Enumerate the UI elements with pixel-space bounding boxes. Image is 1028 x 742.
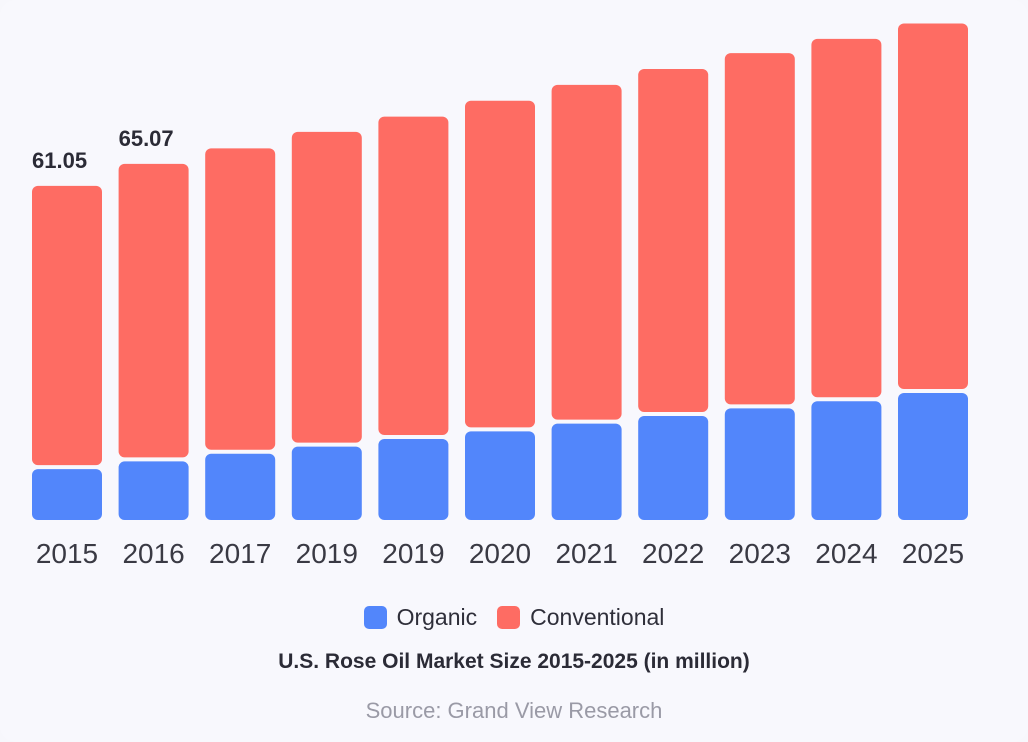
x-tick-label-2017: 2017 [209, 538, 271, 569]
x-tick-label-2025: 2025 [902, 538, 964, 569]
x-tick-label-2020: 2020 [469, 538, 531, 569]
bar-organic-2023 [724, 408, 795, 520]
legend-item-organic[interactable]: Organic [363, 604, 478, 631]
data-label-2016: 65.07 [119, 126, 174, 151]
legend-item-conventional[interactable]: Conventional [497, 604, 664, 631]
bar-organic-2019 [291, 446, 362, 520]
bar-organic-2025 [898, 393, 968, 520]
bar-organic-2016 [118, 461, 189, 520]
bar-organic-2017 [205, 453, 276, 520]
bar-conventional-2023 [724, 53, 795, 405]
bar-conventional-2025 [898, 23, 968, 390]
bar-conventional-2024 [811, 38, 882, 398]
bar-organic-2022 [638, 416, 709, 520]
legend-label-organic: Organic [396, 604, 478, 630]
legend-swatch-conventional [497, 606, 521, 629]
bar-conventional-2022 [638, 68, 709, 413]
bar-organic-2015 [32, 469, 102, 520]
bar-conventional-2020 [465, 100, 535, 428]
x-tick-label-2021: 2021 [555, 538, 617, 569]
legend: Organic Conventional [0, 604, 1028, 631]
x-tick-label-2024: 2024 [815, 538, 877, 569]
x-tick-label-2022: 2022 [642, 538, 704, 569]
bar-organic-2019 [378, 438, 449, 520]
x-tick-label-2019: 2019 [296, 538, 358, 569]
bar-conventional-2017 [205, 148, 276, 450]
bar-organic-2020 [465, 431, 535, 520]
bar-organic-2021 [551, 423, 622, 520]
bar-conventional-2019 [291, 131, 362, 443]
x-tick-label-2019: 2019 [382, 538, 444, 569]
x-tick-label-2023: 2023 [729, 538, 791, 569]
bar-conventional-2015 [32, 185, 102, 466]
x-tick-label-2015: 2015 [36, 538, 98, 569]
data-label-2015: 61.05 [32, 148, 87, 173]
legend-swatch-organic [363, 606, 387, 629]
bar-conventional-2019 [378, 116, 449, 435]
chart-title: U.S. Rose Oil Market Size 2015-2025 (in … [278, 650, 750, 673]
bar-conventional-2016 [118, 163, 189, 458]
legend-label-conventional: Conventional [530, 604, 665, 630]
x-tick-label-2016: 2016 [122, 538, 184, 569]
bar-chart: 61.05 2015 65.07 2016 2017 2019 2019 2020 2021 20… [32, 23, 968, 569]
bar-conventional-2021 [551, 84, 622, 420]
chart-source: Source: Grand View Research [365, 698, 663, 723]
bar-organic-2024 [811, 401, 882, 520]
